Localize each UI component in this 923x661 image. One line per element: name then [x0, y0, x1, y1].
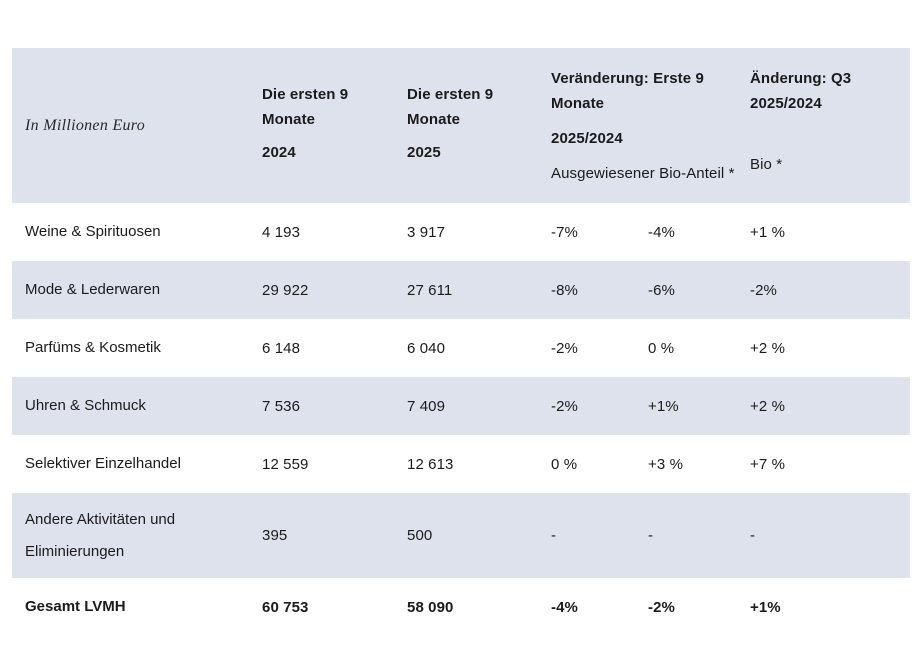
header-q3-subnote: Bio * — [750, 156, 783, 173]
change-organic: -6% — [648, 281, 675, 299]
change-organic: +3 % — [648, 455, 684, 473]
header-period-label: Die ersten 9 Monate — [407, 86, 494, 128]
change-organic: +1% — [648, 397, 679, 415]
row-label: Mode & Lederwaren — [25, 281, 161, 298]
header-period-label: Die ersten 9 Monate — [262, 86, 349, 128]
header-year-2024: 2024 — [262, 144, 296, 161]
header-change-title: Veränderung: Erste 9 Monate — [551, 70, 704, 112]
header-change-q3: Änderung: Q3 2025/2024 Bio * — [750, 48, 910, 177]
change-q3: +1 % — [750, 223, 786, 241]
table-row-watches-jewelry: Uhren & Schmuck 7 536 7 409 -2% +1% +2 % — [12, 377, 910, 435]
value-2024: 60 753 — [262, 598, 309, 616]
change-reported: 0 % — [551, 455, 578, 473]
table-row-fashion-leather: Mode & Lederwaren 29 922 27 611 -8% -6% … — [12, 261, 910, 319]
table-row-other-activities: Andere Aktivitäten und Eliminierungen 39… — [12, 493, 910, 578]
change-reported: -2% — [551, 397, 578, 415]
row-label: Uhren & Schmuck — [25, 397, 146, 414]
change-q3: - — [750, 527, 756, 544]
change-q3: -2% — [750, 281, 777, 299]
value-2024: 4 193 — [262, 223, 301, 241]
change-organic: -2% — [648, 598, 675, 616]
table-row-selective-retailing: Selektiver Einzelhandel 12 559 12 613 0 … — [12, 435, 910, 493]
value-2024: 12 559 — [262, 455, 309, 473]
row-label: Weine & Spirituosen — [25, 223, 161, 240]
unit-label: In Millionen Euro — [25, 117, 146, 134]
value-2025: 500 — [407, 527, 433, 544]
header-change-subnote: Ausgewiesener Bio-Anteil * — [551, 165, 735, 182]
header-q3-title: Änderung: Q3 2025/2024 — [750, 70, 852, 112]
change-organic: 0 % — [648, 339, 675, 357]
row-label: Gesamt LVMH — [25, 598, 126, 615]
change-reported: -4% — [551, 598, 578, 616]
value-2025: 7 409 — [407, 397, 446, 415]
table-row-wines-spirits: Weine & Spirituosen 4 193 3 917 -7% -4% … — [12, 203, 910, 261]
value-2024: 29 922 — [262, 281, 309, 299]
change-q3: +2 % — [750, 339, 786, 357]
change-organic: - — [648, 527, 654, 544]
table-row-perfumes-cosmetics: Parfüms & Kosmetik 6 148 6 040 -2% 0 % +… — [12, 319, 910, 377]
header-first9-2024: Die ersten 9 Monate 2024 — [262, 48, 407, 165]
header-year-2025: 2025 — [407, 144, 441, 161]
change-q3: +7 % — [750, 455, 786, 473]
change-reported: -7% — [551, 223, 578, 241]
row-label: Andere Aktivitäten und Eliminierungen — [25, 510, 176, 560]
row-label: Selektiver Einzelhandel — [25, 455, 181, 472]
change-reported: -2% — [551, 339, 578, 357]
value-2025: 58 090 — [407, 598, 454, 616]
header-first9-2025: Die ersten 9 Monate 2025 — [407, 48, 551, 165]
value-2025: 3 917 — [407, 223, 446, 241]
segment-revenue-table: In Millionen Euro Die ersten 9 Monate 20… — [12, 48, 910, 636]
change-organic: -4% — [648, 223, 675, 241]
header-change-9m: Veränderung: Erste 9 Monate 2025/2024 Au… — [551, 48, 750, 186]
value-2025: 6 040 — [407, 339, 446, 357]
value-2025: 27 611 — [407, 281, 453, 299]
value-2024: 395 — [262, 527, 288, 544]
value-2024: 6 148 — [262, 339, 301, 357]
change-q3: +1% — [750, 598, 781, 616]
table-header-row: In Millionen Euro Die ersten 9 Monate 20… — [12, 48, 910, 203]
value-2024: 7 536 — [262, 397, 301, 415]
value-2025: 12 613 — [407, 455, 454, 473]
change-reported: - — [551, 527, 557, 544]
change-reported: -8% — [551, 281, 578, 299]
change-q3: +2 % — [750, 397, 786, 415]
header-change-period: 2025/2024 — [551, 130, 623, 147]
row-label: Parfüms & Kosmetik — [25, 339, 161, 356]
table-row-total-lvmh: Gesamt LVMH 60 753 58 090 -4% -2% +1% — [12, 578, 910, 636]
